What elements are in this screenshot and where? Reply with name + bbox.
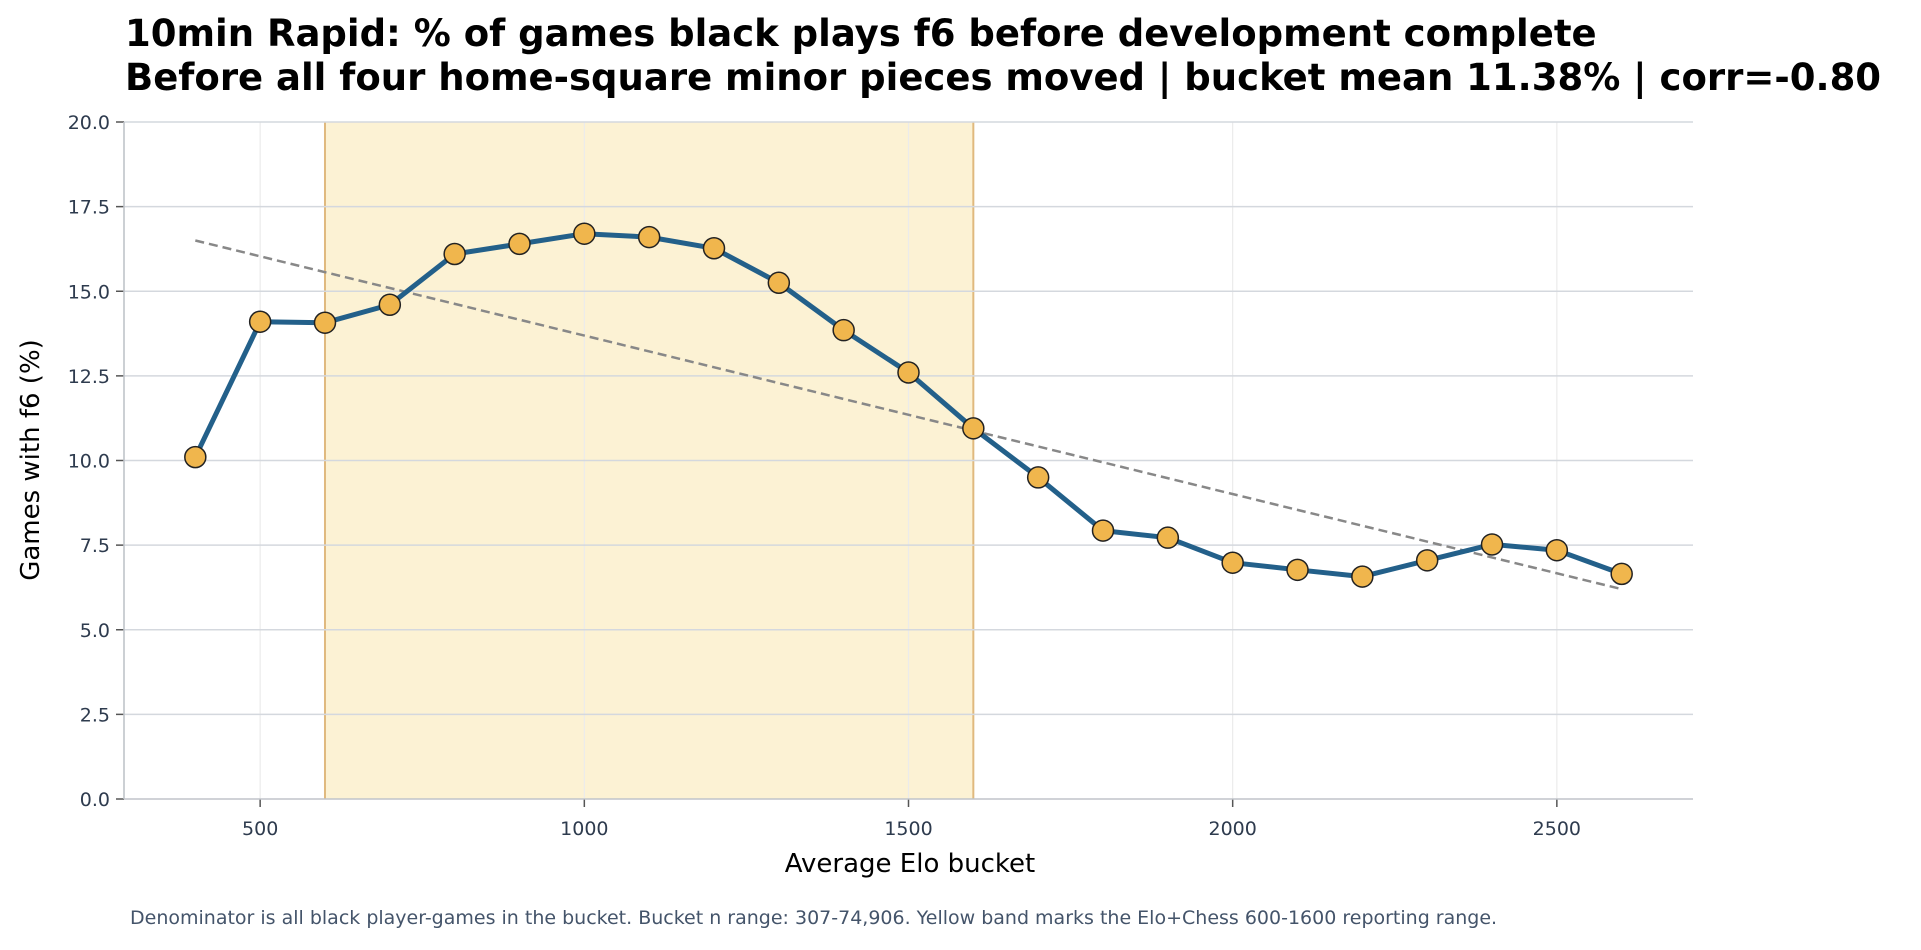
grid-layer <box>124 121 1693 799</box>
y-tick-label: 12.5 <box>68 366 110 388</box>
data-point <box>1156 526 1180 549</box>
data-point <box>1610 562 1633 586</box>
data-point <box>1480 533 1504 556</box>
data-point <box>248 310 272 333</box>
data-point <box>443 242 466 266</box>
data-point <box>962 417 985 440</box>
y-axis-label: Games with f6 (%) <box>16 339 46 581</box>
series-layer <box>184 222 1633 588</box>
data-point <box>637 225 661 249</box>
data-point <box>1286 558 1309 582</box>
data-point <box>1545 538 1569 562</box>
y-tick-label: 10.0 <box>68 451 110 473</box>
data-point <box>573 222 596 245</box>
data-point <box>1351 565 1374 588</box>
x-tick-label: 1000 <box>560 818 608 840</box>
data-point <box>378 293 402 317</box>
y-tick-label: 15.0 <box>68 281 110 303</box>
x-tick-label: 2500 <box>1533 818 1581 840</box>
data-point <box>767 271 791 295</box>
y-tick-label: 20.0 <box>68 112 110 134</box>
y-tick-label: 5.0 <box>80 620 110 642</box>
chart-title-line-1: 10min Rapid: % of games black plays f6 b… <box>125 12 1597 55</box>
chart-footnote: Denominator is all black player-games in… <box>130 907 1498 929</box>
data-point <box>184 445 207 469</box>
axis-layer: 0.0 2.5 5.0 7.5 10.0 12.5 15.0 17.5 20.0 500 1000 1… <box>68 112 1693 840</box>
trendline <box>195 239 1622 591</box>
x-tick-label: 1500 <box>884 818 932 840</box>
data-point <box>1221 551 1244 574</box>
label-layer: Average Elo bucket Games with f6 (%) <box>16 339 1035 879</box>
y-tick-label: 17.5 <box>68 197 110 219</box>
data-point <box>832 318 855 342</box>
data-point <box>1091 519 1115 542</box>
x-tick-label: 500 <box>242 818 278 840</box>
data-point <box>313 311 337 334</box>
y-tick-label: 7.5 <box>80 535 110 557</box>
y-tick-label: 2.5 <box>80 704 110 726</box>
y-tick-label: 0.0 <box>80 789 110 811</box>
chart-title: 10min Rapid: % of games black plays f6 b… <box>125 12 1881 100</box>
data-point <box>508 232 531 256</box>
data-point <box>1415 549 1439 572</box>
chart-title-line-2: Before all four home-square minor pieces… <box>125 56 1882 99</box>
line-chart: 0.0 2.5 5.0 7.5 10.0 12.5 15.0 17.5 20.0 500 1000 1… <box>16 112 1693 879</box>
trendline-layer <box>195 239 1622 591</box>
x-axis-label: Average Elo bucket <box>785 849 1035 879</box>
data-point <box>1026 466 1050 489</box>
x-tick-label: 2000 <box>1208 818 1256 840</box>
data-point <box>897 361 920 384</box>
data-point <box>702 237 726 260</box>
